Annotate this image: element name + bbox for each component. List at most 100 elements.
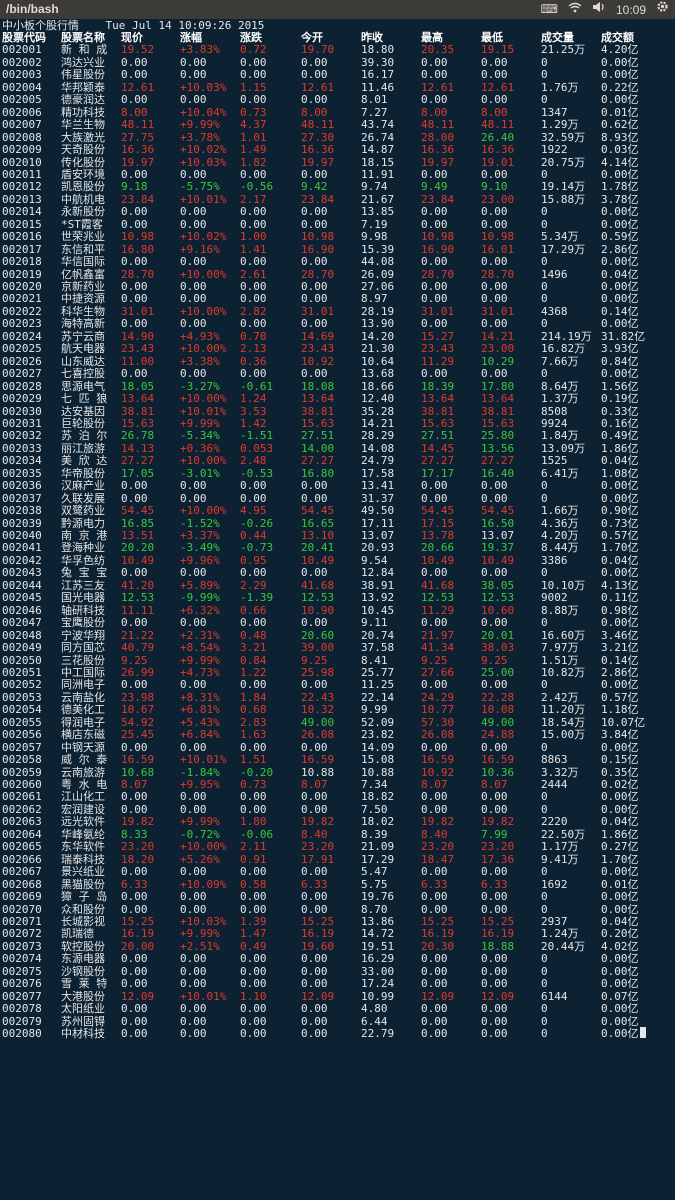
col-close: 13.85 [361,205,395,219]
col-name: 云南旅游 [61,765,105,779]
col-pct: 0.00 [180,479,207,493]
col-name: 粤 水 电 [61,778,108,791]
col-close: 9.11 [361,616,388,630]
col-low: 0.00 [481,566,508,580]
col-low: 0.00 [481,367,508,381]
col-high: 16.36 [421,143,455,157]
col-amt: 1.18亿 [601,703,639,717]
col-price: 0.00 [121,678,148,692]
col-amt: 4.20亿 [601,43,639,57]
table-row: 002017 东信和平 16.80 +9.16% 1.41 16.90 15.39 16.90… [0,243,675,256]
terminal-output[interactable]: 中小板个股行情 Tue Jul 14 10:09:26 2015 股票代码 股票名… [0,19,675,1200]
col-price: 0.00 [121,93,148,107]
col-code: 002070 [2,902,42,916]
gear-icon[interactable] [656,0,669,19]
col-pct: -5.34% [180,429,220,443]
col-open: 27.51 [301,429,335,443]
col-pct: 0.00 [180,280,207,293]
col-amt: 3.78亿 [601,192,639,206]
col-high: 17.17 [421,466,455,480]
col-code: 002016 [2,230,42,244]
col-low: 18.88 [481,939,515,953]
col-chg: -0.20 [240,765,274,779]
col-code: 002051 [2,665,42,679]
col-vol: 5.34万 [541,230,579,244]
col-code: 002013 [2,192,42,206]
col-high: 26.08 [421,728,455,742]
col-close: 9.99 [361,703,388,717]
table-row: 002048 宁波华翔 21.22 +2.31% 0.48 20.60 20.74 21.97… [0,629,675,642]
col-close: 9.98 [361,230,388,244]
col-name: 德美化工 [61,703,105,717]
col-code: 002061 [2,790,42,804]
col-chg: 1.01 [240,130,267,144]
table-row: 002053 云南盐化 23.98 +8.31% 1.84 22.43 22.14 24.29… [0,691,675,704]
col-code: 002077 [2,989,42,1003]
col-amt: 0.00亿 [601,902,639,916]
col-low: 12.09 [481,989,515,1003]
volume-icon[interactable] [592,0,606,19]
col-name: 得润电子 [61,715,105,729]
col-amt: 1.70亿 [601,852,639,866]
col-pct: -5.75% [180,180,220,194]
col-open: 0.00 [301,491,328,505]
table-row: 002014 永新股份 0.00 0.00 0.00 0.00 13.85 0.00 0.00 0… [0,205,675,218]
col-name: 思源电气 [61,379,105,393]
col-vol: 1922 [541,143,568,157]
col-vol: 21.25万 [541,43,586,57]
col-code: 002005 [2,93,42,107]
col-vol: 9002 [541,591,568,605]
col-name: 七 匹 狼 [61,392,108,406]
col-name: 同方国芯 [61,641,105,655]
col-price: 8.33 [121,827,148,841]
col-price: 0.00 [121,1027,148,1040]
col-price: 15.63 [121,416,155,430]
col-code: 002073 [2,939,42,953]
col-close: 17.11 [361,516,395,530]
col-name: 雪 莱 特 [61,977,108,991]
col-chg: 0.00 [240,367,267,381]
col-amt: 3.93亿 [601,342,639,356]
col-pct: +9.95% [180,778,220,791]
col-close: 27.06 [361,280,395,293]
col-close: 9.74 [361,180,388,194]
col-amt: 0.01亿 [601,877,639,891]
col-pct: +10.02% [180,230,227,244]
col-chg: 0.58 [240,877,267,891]
col-price: 20.00 [121,939,155,953]
table-row: 002027 七喜控股 0.00 0.00 0.00 0.00 13.68 0.00 0.00 0… [0,367,675,380]
col-pct: +10.01% [180,404,227,418]
col-open: 17.91 [301,852,335,866]
table-row: 002008 大族激光 27.75 +3.78% 1.01 27.30 26.74 28.00… [0,131,675,144]
col-high: 0.00 [421,205,448,219]
col-low: 23.00 [481,342,515,356]
col-high: 48.11 [421,118,455,132]
col-close: 25.77 [361,665,395,679]
col-vol: 0 [541,367,548,381]
table-row: 002043 兔 宝 宝 0.00 0.00 0.00 0.00 12.84 0.00 0.00… [0,566,675,579]
table-row: 002070 众和股份 0.00 0.00 0.00 0.00 8.70 0.00 0.00 0 0… [0,903,675,916]
wifi-icon[interactable] [568,0,582,19]
col-close: 23.82 [361,728,395,742]
col-code: 002025 [2,342,42,356]
col-open: 0.00 [301,890,328,904]
keyboard-icon[interactable]: ⌨ [540,2,558,16]
col-close: 7.19 [361,217,388,231]
col-name: 巨轮股份 [61,416,105,430]
col-low: 27.27 [481,454,515,468]
col-open: 0.00 [301,367,328,381]
col-chg: 0.84 [240,653,267,667]
col-amt: 0.00亿 [601,93,639,107]
clock[interactable]: 10:09 [615,2,646,17]
col-vol: 0 [541,1002,548,1016]
col-low: 0.00 [481,1002,508,1016]
col-name: 华兰生物 [61,118,105,132]
col-code: 002023 [2,317,42,331]
col-amt: 0.00亿 [601,1027,646,1040]
col-pct: 0.00 [180,1014,207,1028]
col-low: 0.00 [481,205,508,219]
col-close: 8.97 [361,292,388,306]
col-chg: 2.13 [240,342,267,356]
col-close: 10.99 [361,989,395,1003]
col-amt: 0.98亿 [601,603,639,617]
